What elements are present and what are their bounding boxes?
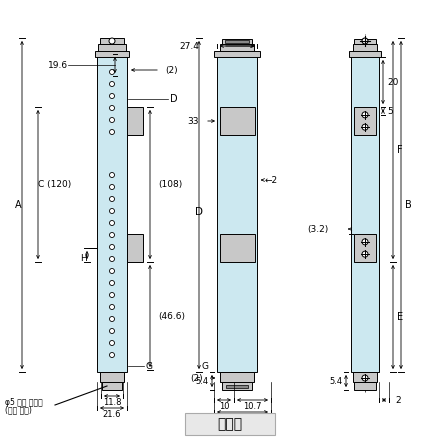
- Text: (2): (2): [165, 66, 178, 74]
- Text: 11.8: 11.8: [103, 397, 121, 407]
- Text: C (120): C (120): [38, 180, 72, 189]
- Text: E: E: [397, 312, 403, 322]
- Bar: [95, 51, 129, 57]
- Circle shape: [110, 232, 114, 238]
- Circle shape: [110, 184, 114, 190]
- Bar: [220, 234, 255, 262]
- Bar: [214, 51, 260, 57]
- Bar: [353, 44, 377, 52]
- Circle shape: [110, 129, 114, 135]
- Text: ←2: ←2: [265, 176, 278, 184]
- Circle shape: [110, 94, 114, 99]
- Text: (3.2): (3.2): [308, 224, 329, 234]
- Text: D: D: [170, 94, 178, 104]
- Circle shape: [110, 245, 114, 249]
- Text: (흑색 라인): (흑색 라인): [5, 406, 32, 414]
- Circle shape: [110, 316, 114, 322]
- Circle shape: [362, 239, 368, 245]
- Text: A: A: [15, 200, 22, 210]
- Bar: [127, 234, 143, 262]
- Circle shape: [110, 81, 114, 87]
- Circle shape: [110, 220, 114, 225]
- Bar: [220, 107, 255, 135]
- Circle shape: [110, 352, 114, 357]
- Text: 19.6: 19.6: [48, 61, 68, 70]
- Bar: [185, 413, 275, 435]
- Bar: [354, 234, 376, 262]
- Bar: [220, 44, 254, 52]
- Circle shape: [362, 375, 368, 381]
- Circle shape: [110, 117, 114, 122]
- Bar: [98, 44, 126, 52]
- Text: 33: 33: [187, 117, 199, 125]
- Circle shape: [110, 281, 114, 286]
- Bar: [127, 107, 143, 135]
- Text: F: F: [397, 145, 402, 155]
- Bar: [349, 51, 381, 57]
- Bar: [354, 382, 376, 390]
- Bar: [100, 38, 124, 44]
- Text: 10: 10: [219, 401, 229, 411]
- Bar: [217, 52, 257, 372]
- Text: (46.6): (46.6): [158, 312, 185, 320]
- Text: 수광기: 수광기: [218, 417, 243, 431]
- Text: 5: 5: [387, 106, 393, 116]
- Circle shape: [362, 38, 368, 44]
- Bar: [97, 52, 127, 372]
- Text: G: G: [145, 362, 152, 370]
- Text: 20: 20: [387, 77, 398, 87]
- Text: 29.9: 29.9: [233, 414, 251, 422]
- Bar: [222, 39, 252, 44]
- Text: φ5 회색 케이블: φ5 회색 케이블: [5, 397, 43, 407]
- Circle shape: [362, 251, 368, 257]
- Bar: [220, 372, 254, 382]
- Text: (2): (2): [190, 374, 203, 382]
- Text: 10.7: 10.7: [243, 401, 261, 411]
- Bar: [353, 372, 377, 382]
- Circle shape: [110, 304, 114, 309]
- Bar: [222, 382, 252, 390]
- Circle shape: [110, 268, 114, 274]
- Text: (108): (108): [158, 180, 182, 189]
- Circle shape: [110, 106, 114, 110]
- Circle shape: [110, 209, 114, 213]
- Circle shape: [110, 257, 114, 261]
- Circle shape: [110, 293, 114, 297]
- Bar: [225, 40, 249, 43]
- Text: 27.4: 27.4: [179, 41, 199, 51]
- Text: G: G: [202, 362, 209, 370]
- Bar: [354, 107, 376, 135]
- Circle shape: [110, 341, 114, 345]
- Circle shape: [362, 112, 368, 118]
- Text: 5.4: 5.4: [195, 377, 208, 385]
- Bar: [102, 382, 122, 390]
- Circle shape: [109, 38, 115, 44]
- Bar: [354, 39, 376, 44]
- Text: D: D: [195, 207, 203, 217]
- Circle shape: [110, 172, 114, 177]
- Circle shape: [110, 70, 114, 74]
- Text: 5.4: 5.4: [329, 377, 342, 385]
- Bar: [226, 385, 248, 388]
- Bar: [100, 372, 124, 382]
- Circle shape: [362, 124, 368, 130]
- Text: 21.6: 21.6: [103, 410, 121, 418]
- Circle shape: [110, 197, 114, 202]
- Text: B: B: [405, 200, 412, 210]
- Circle shape: [110, 329, 114, 334]
- Text: 2: 2: [395, 396, 401, 404]
- Text: H: H: [80, 253, 87, 263]
- Bar: [351, 52, 379, 372]
